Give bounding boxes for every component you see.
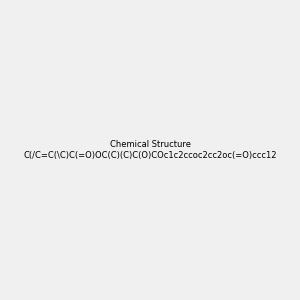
Text: Chemical Structure
C(/C=C(\C)C(=O)OC(C)(C)C(O)COc1c2ccoc2cc2oc(=O)ccc12: Chemical Structure C(/C=C(\C)C(=O)OC(C)(… xyxy=(23,140,277,160)
